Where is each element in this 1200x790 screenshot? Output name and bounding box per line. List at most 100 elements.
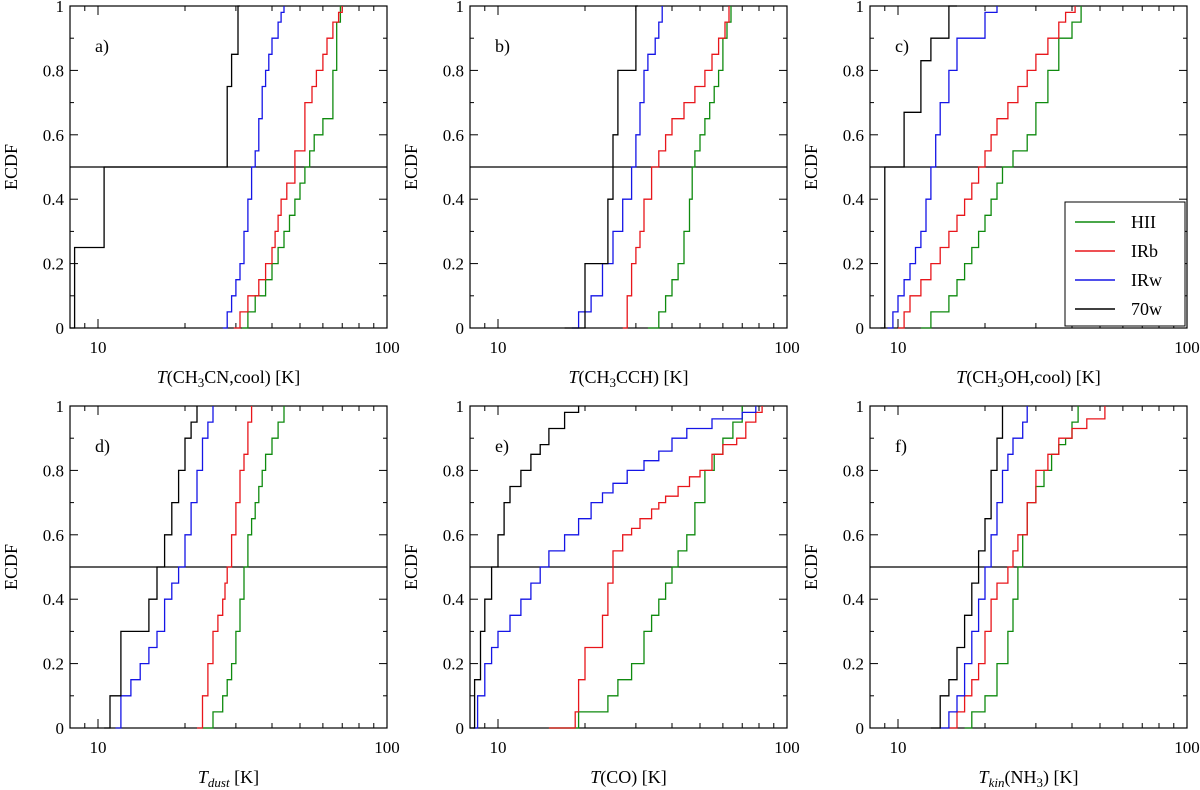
series-line-irb (948, 406, 1106, 729)
panel-d: 0 0.2 0.4 0.6 0.8 1 10 100 d) ECDF Tdust​ [K] (1, 397, 400, 790)
y-tick-label: 1 (456, 0, 465, 16)
series-line-70w (564, 5, 638, 329)
y-tick-label: 1 (56, 397, 65, 416)
panel-a: 0 0.2 0.4 0.6 0.8 1 10 100 a) ECDF T(CH3​CN,cool) … (1, 0, 400, 390)
series-line-hii (242, 6, 342, 329)
y-tick-label: 1 (56, 0, 65, 16)
panel-c: 0 0.2 0.4 0.6 0.8 1 10 100 c) ECDF T(CH3​OH,cool) … (801, 0, 1200, 390)
x-tick-label: 100 (1174, 738, 1200, 757)
y-tick-label: 0.6 (443, 126, 464, 145)
series-line-hii (920, 6, 1082, 329)
y-tick-label: 1 (456, 397, 465, 416)
y-tick-label: 0.6 (843, 126, 864, 145)
x-axis-label: T(CO) [K] (590, 767, 667, 788)
series-line-70w (880, 5, 957, 329)
x-axis-label: T(CH3​CN,cool) [K] (157, 367, 301, 390)
panel-f: 0 0.2 0.4 0.6 0.8 1 10 100 f) ECDF Tkin​(NH3​) [K] (801, 397, 1200, 790)
y-tick-label: 0 (856, 719, 865, 738)
series-line-irb (233, 6, 343, 329)
legend-box (1064, 201, 1186, 327)
x-tick-label: 10 (490, 338, 507, 357)
x-tick-label: 10 (490, 738, 507, 757)
series-line-70w (104, 406, 198, 729)
x-tick-label: 100 (774, 338, 800, 357)
y-tick-label: 0 (56, 719, 65, 738)
x-tick-label: 10 (90, 738, 107, 757)
y-tick-label: 0.8 (43, 461, 64, 480)
y-tick-label: 0.8 (443, 461, 464, 480)
legend-label: IRb (1131, 241, 1158, 261)
x-axis-label: T(CH3​CCH) [K] (568, 367, 688, 390)
panel-e: 0 0.2 0.4 0.6 0.8 1 10 100 e) ECDF T(CO) [K] (401, 397, 800, 788)
y-tick-label: 0.6 (843, 526, 864, 545)
x-tick-label: 100 (374, 738, 400, 757)
series-line-irb (548, 406, 763, 729)
panel-label: a) (95, 36, 109, 57)
y-tick-label: 0 (456, 319, 465, 338)
panel-label: f) (895, 436, 907, 457)
x-tick-label: 10 (90, 338, 107, 357)
x-axis-label: Tkin​(NH3​) [K] (979, 767, 1079, 790)
series-line-irw (940, 406, 1028, 729)
y-tick-label: 0.4 (843, 190, 865, 209)
series-line-70w (70, 5, 240, 329)
x-tick-label: 100 (374, 338, 400, 357)
series-line-hii (647, 6, 732, 329)
y-tick-label: 0.8 (843, 61, 864, 80)
x-axis-label: Tdust​ [K] (198, 767, 259, 790)
y-tick-label: 0.6 (443, 526, 464, 545)
series-line-hii (202, 406, 285, 729)
series-line-irb (898, 6, 1076, 329)
y-tick-label: 0 (456, 719, 465, 738)
y-tick-label: 1 (856, 397, 865, 416)
legend-label: HII (1131, 212, 1156, 232)
x-tick-label: 10 (890, 738, 907, 757)
y-tick-label: 0.2 (43, 255, 64, 274)
panel-label: e) (495, 436, 509, 457)
y-tick-label: 0.8 (43, 61, 64, 80)
y-tick-label: 0.6 (43, 526, 64, 545)
y-tick-label: 0.2 (43, 655, 64, 674)
y-axis-label: ECDF (401, 144, 421, 190)
legend-label: 70w (1131, 299, 1162, 319)
x-tick-label: 10 (890, 338, 907, 357)
series-line-irw (571, 6, 663, 329)
y-tick-label: 1 (856, 0, 865, 16)
y-tick-label: 0.2 (843, 255, 864, 274)
panel-label: b) (495, 36, 510, 57)
panel-label: d) (95, 436, 110, 457)
y-tick-label: 0.2 (443, 255, 464, 274)
panel-label: c) (895, 36, 909, 57)
series-line-irw (222, 6, 285, 329)
y-axis-label: ECDF (401, 544, 421, 590)
y-tick-label: 0.8 (843, 461, 864, 480)
series-line-irb (622, 6, 730, 329)
series-line-irw (115, 406, 214, 729)
x-tick-label: 100 (1174, 338, 1200, 357)
y-axis-label: ECDF (1, 544, 21, 590)
y-tick-label: 0.4 (43, 190, 65, 209)
y-tick-label: 0 (56, 319, 65, 338)
y-tick-label: 0.2 (443, 655, 464, 674)
series-line-irw (887, 6, 998, 329)
legend: HII IRb IRw 70w (1064, 201, 1186, 327)
y-tick-label: 0.4 (43, 590, 65, 609)
y-tick-label: 0.6 (43, 126, 64, 145)
series-line-irw (473, 406, 757, 729)
series-line-70w (470, 406, 580, 729)
y-axis-label: ECDF (801, 144, 821, 190)
x-axis-label: T(CH3​OH,cool) [K] (956, 367, 1101, 390)
y-tick-label: 0.8 (443, 61, 464, 80)
y-tick-label: 0.4 (443, 190, 465, 209)
legend-label: IRw (1131, 270, 1162, 290)
y-axis-label: ECDF (1, 144, 21, 190)
series-line-70w (930, 406, 1004, 729)
y-tick-label: 0.2 (843, 655, 864, 674)
y-tick-label: 0.4 (843, 590, 865, 609)
y-tick-label: 0.4 (443, 590, 465, 609)
series-line-irb (197, 406, 253, 729)
panel-b: 0 0.2 0.4 0.6 0.8 1 10 100 b) ECDF T(CH3​CCH) [K] (401, 0, 800, 390)
y-axis-label: ECDF (801, 544, 821, 590)
x-tick-label: 100 (774, 738, 800, 757)
